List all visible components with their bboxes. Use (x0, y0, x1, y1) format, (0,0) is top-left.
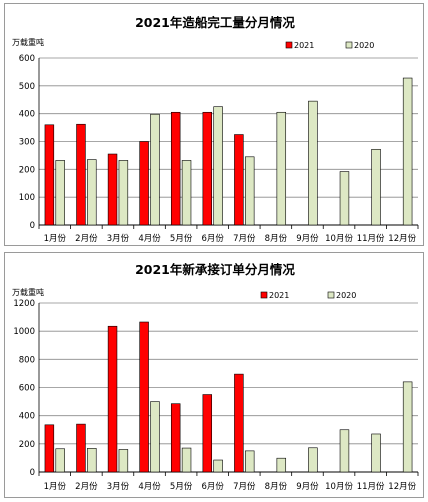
y-unit-label: 万载重吨 (12, 37, 44, 47)
x-tick-label: 9月份 (296, 481, 319, 492)
y-tick-label: 600 (19, 54, 35, 64)
legend-label-2020: 2020 (354, 41, 374, 50)
bar-2020-10 (339, 429, 350, 473)
plot-area: 0 100 200 300 400 500 600 1月份 2月份 3月份 4月份 5月份 6月份 7月份… (19, 54, 419, 244)
bar-2020-2 (87, 448, 97, 473)
bar-2021-1 (44, 124, 55, 226)
bar-2020-1 (55, 448, 65, 473)
bar-2020-4 (150, 113, 160, 226)
chart-panel-completions: 2021年造船完工量分月情况 万载重吨 2021 2020 0 100 200 300… (4, 3, 424, 246)
bar-2020-11 (371, 433, 381, 473)
bar-2020-10 (339, 171, 350, 226)
bar-2020-11 (371, 148, 381, 226)
y-tick-label: 200 (19, 165, 35, 175)
x-tick-label: 7月份 (233, 233, 256, 244)
x-tick-label: 11月份 (357, 233, 385, 244)
y-tick-label: 400 (19, 412, 35, 422)
y-tick-label: 100 (19, 193, 35, 203)
legend-swatch-2020 (345, 41, 353, 49)
bar-2021-7 (234, 373, 244, 473)
x-tick-label: 10月份 (325, 233, 353, 244)
bar-2021-7 (234, 134, 244, 226)
bar-2020-5 (181, 447, 192, 473)
x-tick-label: 4月份 (138, 233, 161, 244)
x-tick-label: 6月份 (201, 481, 224, 492)
bar-2020-5 (181, 160, 192, 226)
completions-bar-chart: 2021年造船完工量分月情况 万载重吨 2021 2020 0 100 200 300… (12, 15, 419, 244)
y-unit-label: 万载重吨 (12, 287, 44, 297)
bar-2021-4 (139, 141, 149, 226)
y-tick-label: 0 (30, 468, 35, 478)
bar-2020-6 (213, 459, 223, 473)
x-tick-label: 10月份 (325, 481, 353, 492)
x-tick-label: 4月份 (138, 481, 161, 492)
x-tick-label: 3月份 (107, 481, 130, 492)
bar-2021-5 (170, 111, 181, 226)
bar-2021-5 (170, 403, 181, 473)
y-tick-label: 600 (19, 384, 35, 394)
y-tick-label: 400 (19, 110, 35, 120)
bar-2021-6 (202, 111, 213, 226)
legend-label-2020: 2020 (336, 291, 356, 300)
bar-2020-7 (244, 450, 255, 473)
x-tick-label: 12月份 (388, 481, 416, 492)
x-tick-label: 12月份 (388, 233, 416, 244)
bar-2021-2 (76, 123, 86, 226)
y-tick-label: 200 (19, 440, 35, 450)
y-tick-label: 800 (19, 355, 35, 365)
y-tick-label: 500 (19, 82, 35, 92)
x-tick-label: 1月份 (44, 481, 67, 492)
x-tick-label: 2月份 (75, 481, 98, 492)
new-orders-bar-chart: 2021年新承接订单分月情况 万载重吨 2021 2020 0 200 400 600… (12, 262, 419, 492)
chart-title: 2021年新承接订单分月情况 (135, 262, 295, 277)
bar-2021-6 (202, 394, 213, 473)
bar-2021-1 (44, 424, 55, 473)
bar-2020-7 (244, 156, 255, 226)
bar-2020-9 (308, 447, 318, 473)
x-tick-label: 8月份 (265, 233, 288, 244)
bar-2020-3 (118, 160, 129, 226)
bar-2020-12 (402, 381, 413, 473)
x-tick-label: 6月份 (201, 233, 224, 244)
legend-swatch-2020 (327, 291, 335, 299)
bar-2020-8 (276, 111, 287, 226)
x-tick-label: 1月份 (44, 233, 67, 244)
x-tick-label: 3月份 (107, 233, 130, 244)
x-tick-label: 5月份 (170, 233, 193, 244)
bar-2020-12 (402, 77, 413, 226)
bar-2020-9 (308, 100, 318, 226)
bar-2020-1 (55, 160, 65, 226)
legend-label-2021: 2021 (294, 41, 314, 50)
bar-2020-3 (118, 449, 129, 473)
bar-2021-3 (107, 153, 118, 226)
legend-swatch-2021 (260, 291, 268, 299)
legend-label-2021: 2021 (269, 291, 289, 300)
y-tick-label: 300 (19, 138, 35, 148)
chart-panel-new-orders: 2021年新承接订单分月情况 万载重吨 2021 2020 0 200 400 600… (4, 252, 424, 498)
x-tick-label: 8月份 (265, 481, 288, 492)
bar-2020-8 (276, 457, 287, 473)
plot-area: 0 200 400 600 800 1000 1200 1月份 2月份 3月份 4月份 5月份 6月份 7… (13, 299, 419, 492)
legend-swatch-2021 (285, 41, 293, 49)
bar-2020-2 (87, 159, 97, 226)
y-tick-label: 0 (30, 221, 35, 231)
bar-2021-2 (76, 423, 86, 473)
bar-2020-4 (150, 401, 160, 473)
bar-2020-6 (213, 106, 223, 226)
bar-2021-4 (139, 321, 149, 473)
y-tick-label: 1200 (13, 299, 35, 309)
x-tick-label: 2月份 (75, 233, 98, 244)
chart-title: 2021年造船完工量分月情况 (135, 15, 295, 30)
y-tick-label: 1000 (13, 327, 35, 337)
bar-2021-3 (107, 325, 118, 473)
x-tick-label: 11月份 (357, 481, 385, 492)
x-tick-label: 5月份 (170, 481, 193, 492)
x-tick-label: 7月份 (233, 481, 256, 492)
x-tick-label: 9月份 (296, 233, 319, 244)
